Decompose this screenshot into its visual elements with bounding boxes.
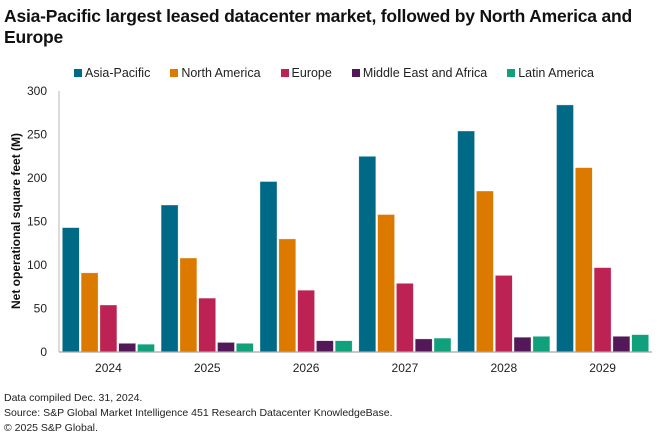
x-tick-label: 2027 [392,361,419,375]
legend-swatch [280,69,289,77]
legend-label: North America [181,66,261,80]
chart-title: Asia-Pacific largest leased datacenter m… [4,6,632,47]
legend-item-asia-pacific: Asia-Pacific [74,66,150,80]
legend-label: Asia-Pacific [85,66,151,80]
bar-middle-east-and-africa-2026 [316,340,334,353]
y-tick-label: 200 [27,171,47,185]
bar-north-america-2027 [377,214,395,353]
y-tick-label: 300 [27,84,47,98]
bar-middle-east-and-africa-2029 [612,335,631,353]
bar-middle-east-and-africa-2028 [513,336,532,353]
legend-item-latin-america: Latin America [507,66,594,80]
bar-north-america-2028 [476,190,494,353]
y-tick-label: 100 [27,258,47,272]
bar-europe-2025 [198,297,216,353]
bar-latin-america-2025 [236,342,254,353]
bars [61,104,650,353]
y-tick-label: 0 [40,345,47,359]
bar-latin-america-2027 [433,337,452,353]
legend-label: Middle East and Africa [362,66,488,80]
bar-latin-america-2024 [137,343,155,353]
bar-north-america-2029 [574,167,593,353]
y-axis-ticks: 0 50 100 150 200 250 300 [27,84,47,359]
legend: Asia-Pacific North America Europe Middle… [0,66,660,80]
legend-item-north-america: North America [170,66,261,80]
bar-europe-2028 [494,275,513,353]
bar-asia-pacific-2029 [556,104,574,353]
x-tick-label: 2028 [490,361,517,375]
bar-north-america-2025 [179,257,198,353]
bar-north-america-2024 [80,272,99,353]
x-tick-label: 2029 [589,361,616,375]
legend-swatch [507,69,516,77]
bar-asia-pacific-2026 [259,181,278,353]
bar-europe-2027 [396,282,414,353]
legend-swatch [170,69,179,77]
bar-europe-2026 [297,289,315,353]
x-tick-label: 2025 [194,361,221,375]
bar-latin-america-2026 [334,340,353,353]
y-tick-label: 250 [27,128,47,142]
bar-asia-pacific-2028 [457,130,475,353]
bar-middle-east-and-africa-2027 [414,338,433,353]
legend-swatch [351,69,360,77]
bar-middle-east-and-africa-2024 [118,342,136,353]
bar-north-america-2026 [278,238,297,353]
footer-data-compiled: Data compiled Dec. 31, 2024. [4,392,143,404]
bar-latin-america-2028 [532,335,551,353]
bar-asia-pacific-2027 [358,156,377,353]
bar-europe-2024 [99,304,118,353]
bar-middle-east-and-africa-2025 [217,342,235,353]
y-axis-label: Net operational square feet (M) [9,133,23,309]
legend-item-europe: Europe [280,66,332,80]
bar-asia-pacific-2024 [61,227,80,353]
legend-item-middle-east-africa: Middle East and Africa [351,66,488,80]
x-axis-ticks: 2024 2025 2026 2027 2028 2029 [95,361,616,375]
bar-latin-america-2029 [631,334,650,353]
bar-asia-pacific-2025 [160,204,179,353]
footer: Data compiled Dec. 31, 2024. Source: S&P… [4,391,393,436]
x-tick-label: 2026 [293,361,320,375]
x-tick-label: 2024 [95,361,122,375]
y-tick-label: 50 [34,302,48,316]
legend-label: Europe [291,66,332,80]
legend-swatch [74,69,83,77]
bar-europe-2029 [593,267,612,353]
footer-source: Source: S&P Global Market Intelligence 4… [4,407,393,419]
footer-copyright: © 2025 S&P Global. [4,422,98,434]
legend-label: Latin America [518,66,594,80]
y-tick-label: 150 [27,215,47,229]
